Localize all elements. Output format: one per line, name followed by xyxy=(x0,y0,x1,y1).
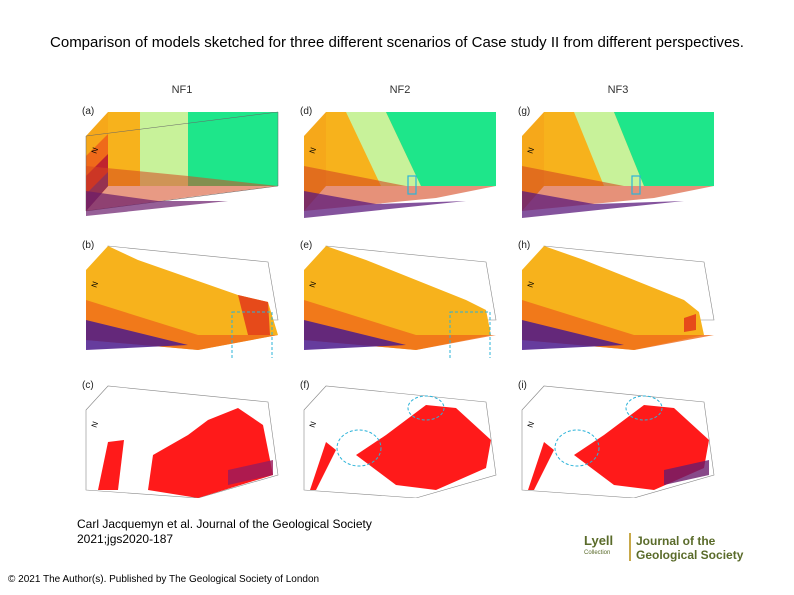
panel-label: (b) xyxy=(82,240,95,251)
journal-logo: Lyell Collection Journal of the Geologic… xyxy=(584,530,754,564)
panel-label: (f) xyxy=(300,380,310,391)
copyright-notice: © 2021 The Author(s). Published by The G… xyxy=(8,574,320,585)
block-model-a xyxy=(85,111,279,216)
panel-g: (g) N xyxy=(514,106,720,224)
column-header-nf1: NF1 xyxy=(171,84,193,96)
panel-h: (h) N xyxy=(514,240,720,358)
panel-label: (d) xyxy=(300,106,313,117)
panel-a: (a) N xyxy=(78,106,284,224)
block-model-f xyxy=(303,385,497,499)
panel-label: (h) xyxy=(518,240,531,251)
panel-label: (g) xyxy=(518,106,531,117)
block-model-c xyxy=(85,385,279,499)
block-model-h xyxy=(522,245,715,350)
panel-label: (i) xyxy=(518,380,527,391)
citation: Carl Jacquemyn et al. Journal of the Geo… xyxy=(77,517,372,547)
figure: NF1 NF2 NF3 (a) N (d) N xyxy=(78,84,724,504)
lyell-collection-logo-icon: Lyell Collection Journal of the Geologic… xyxy=(584,533,744,562)
panel-label: (c) xyxy=(82,380,94,391)
block-model-g xyxy=(522,112,714,218)
block-model-b xyxy=(86,245,279,371)
panel-e: (e) N xyxy=(296,240,502,371)
panel-c: (c) N xyxy=(78,380,284,499)
block-model-i xyxy=(521,385,715,499)
svg-text:Journal of the: Journal of the xyxy=(636,534,716,548)
panel-f: (f) N xyxy=(296,380,502,499)
svg-text:Lyell: Lyell xyxy=(584,533,613,548)
panel-b: (b) N xyxy=(78,240,284,371)
citation-line-2: 2021;jgs2020-187 xyxy=(77,532,174,546)
column-header-nf3: NF3 xyxy=(607,84,629,96)
column-header-nf2: NF2 xyxy=(389,84,411,96)
block-model-d xyxy=(304,112,496,218)
citation-line-1: Carl Jacquemyn et al. Journal of the Geo… xyxy=(77,517,372,531)
panel-d: (d) N xyxy=(296,106,502,224)
panel-label: (a) xyxy=(82,106,95,117)
block-model-e xyxy=(304,245,497,371)
svg-text:Geological Society: Geological Society xyxy=(636,548,744,562)
panel-i: (i) N xyxy=(514,380,720,499)
svg-text:Collection: Collection xyxy=(584,550,610,556)
panel-label: (e) xyxy=(300,240,313,251)
page-title: Comparison of models sketched for three … xyxy=(50,34,744,51)
